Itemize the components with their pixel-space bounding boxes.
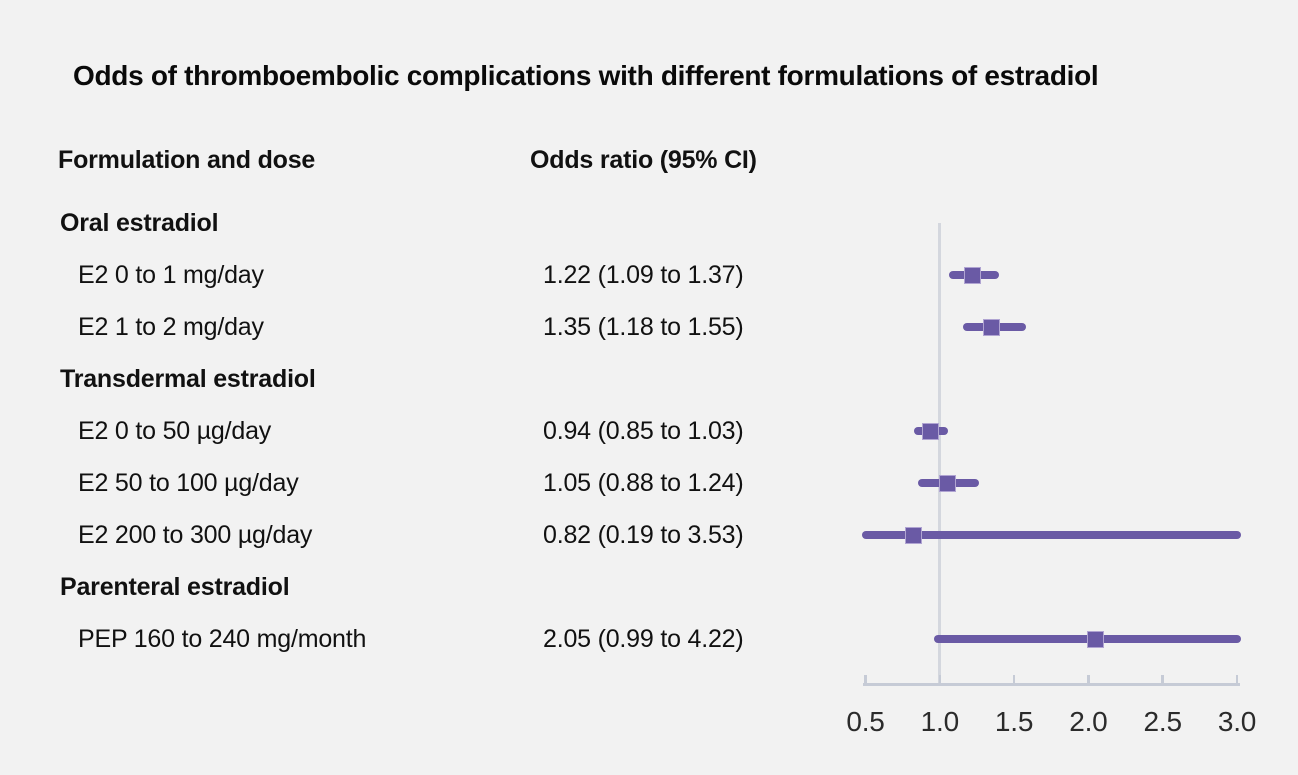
reference-line xyxy=(938,223,942,686)
column-header-odds-ratio: Odds ratio (95% CI) xyxy=(530,145,757,174)
x-axis-tick xyxy=(864,675,867,683)
row-value-pep-160-to-240-mg-month: 2.05 (0.99 to 4.22) xyxy=(543,624,744,653)
or-point-2 xyxy=(983,318,1001,336)
row-value-e2-0-to-1-mg-day: 1.22 (1.09 to 1.37) xyxy=(543,260,744,289)
x-axis-tick xyxy=(1087,675,1090,683)
x-axis-tick-label: 0.5 xyxy=(846,706,885,737)
x-axis-tick xyxy=(938,675,942,683)
row-value-e2-0-to-50-ug-day: 0.94 (0.85 to 1.03) xyxy=(543,416,744,445)
row-label-pep-160-to-240-mg-month: PEP 160 to 240 mg/month xyxy=(78,624,367,653)
row-value-e2-200-to-300-ug-day: 0.82 (0.19 to 3.53) xyxy=(543,520,744,549)
x-axis-tick-label: 3.0 xyxy=(1217,706,1257,737)
x-axis-tick-label: 2.5 xyxy=(1143,706,1183,737)
or-point-5 xyxy=(938,474,956,492)
x-axis-tick xyxy=(1235,675,1239,683)
group-label-transdermal-estradiol: Transdermal estradiol xyxy=(60,364,316,393)
row-label-e2-200-to-300-ug-day: E2 200 to 300 µg/day xyxy=(78,520,313,549)
x-axis-tick-label: 2.0 xyxy=(1069,706,1108,737)
row-value-e2-50-to-100-ug-day: 1.05 (0.88 to 1.24) xyxy=(543,468,744,497)
x-axis-tick-label: 1.0 xyxy=(920,706,960,737)
row-label-e2-50-to-100-ug-day: E2 50 to 100 µg/day xyxy=(78,468,299,497)
row-label-e2-0-to-50-ug-day: E2 0 to 50 µg/day xyxy=(78,416,272,445)
x-axis-tick-label: 1.5 xyxy=(994,706,1034,737)
x-axis-line xyxy=(863,683,1240,686)
or-point-4 xyxy=(922,422,940,440)
x-axis-tick xyxy=(1161,675,1164,683)
row-label-e2-0-to-1-mg-day: E2 0 to 1 mg/day xyxy=(78,260,264,289)
column-header-formulation: Formulation and dose xyxy=(58,145,316,174)
row-value-e2-1-to-2-mg-day: 1.35 (1.18 to 1.55) xyxy=(543,312,744,341)
x-axis-tick xyxy=(1012,675,1016,683)
or-point-6 xyxy=(904,526,922,544)
row-label-e2-1-to-2-mg-day: E2 1 to 2 mg/day xyxy=(78,312,264,341)
or-point-8 xyxy=(1087,630,1105,648)
group-label-oral-estradiol: Oral estradiol xyxy=(60,208,219,237)
group-label-parenteral-estradiol: Parenteral estradiol xyxy=(60,572,290,601)
or-point-1 xyxy=(963,266,981,284)
ci-line-6 xyxy=(861,531,1241,539)
figure-title: Odds of thromboembolic complications wit… xyxy=(73,60,1099,91)
